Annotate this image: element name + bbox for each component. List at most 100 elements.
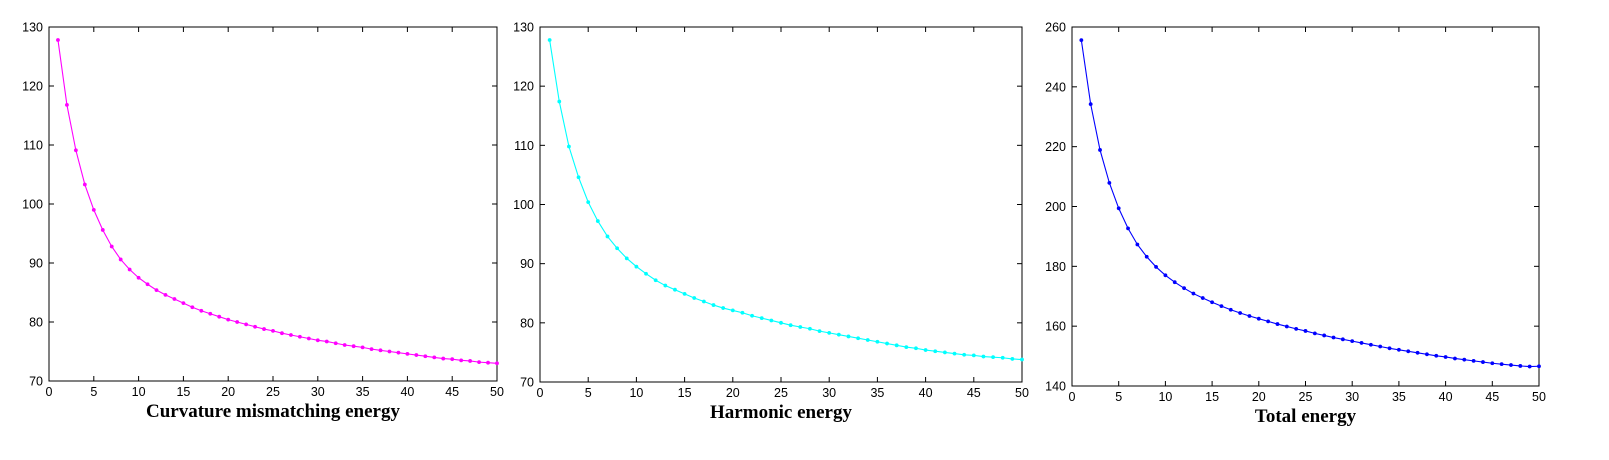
data-point (56, 38, 60, 42)
data-point (808, 326, 812, 331)
x-tick-label: 5 (90, 385, 97, 399)
data-point (271, 328, 275, 333)
data-point (740, 310, 745, 315)
data-point (1107, 180, 1112, 185)
data-point (495, 361, 499, 366)
data-point (1425, 352, 1429, 357)
data-point (605, 234, 610, 239)
data-point (1182, 286, 1186, 291)
x-tick-label: 30 (822, 386, 836, 400)
x-tick-label: 35 (356, 385, 370, 399)
data-point (836, 332, 841, 337)
y-tick-label: 220 (1045, 140, 1066, 154)
x-tick-label: 20 (221, 385, 235, 399)
plot-area (539, 26, 1023, 383)
x-tick-label: 15 (1205, 390, 1219, 404)
x-tick-label: 30 (311, 385, 325, 399)
data-point (856, 336, 861, 341)
data-point (315, 338, 320, 343)
data-point (118, 257, 123, 262)
data-point (199, 308, 204, 313)
data-point (1312, 331, 1317, 336)
data-point (235, 320, 240, 324)
data-point (653, 278, 658, 283)
data-point (942, 350, 947, 355)
data-point (1219, 304, 1224, 309)
x-tick-label: 25 (774, 386, 788, 400)
data-point (262, 327, 266, 331)
x-tick-label: 25 (1299, 390, 1313, 404)
x-tick-label: 40 (919, 386, 933, 400)
x-axis-title: Harmonic energy (710, 402, 852, 423)
data-point (914, 346, 918, 351)
data-point (644, 271, 648, 276)
data-point (1135, 242, 1140, 247)
x-tick-label: 0 (1069, 390, 1076, 404)
x-tick-label: 45 (967, 386, 981, 400)
x-tick-label: 0 (537, 386, 544, 400)
data-point (82, 182, 87, 187)
y-tick-label: 130 (22, 21, 43, 35)
data-point (459, 358, 464, 363)
x-tick-label: 40 (1439, 390, 1453, 404)
data-point (369, 347, 374, 352)
data-point (450, 357, 455, 362)
data-point (1415, 350, 1420, 355)
y-tick-label: 120 (22, 80, 43, 94)
x-tick-label: 0 (46, 385, 53, 399)
x-tick-label: 10 (629, 386, 643, 400)
y-tick-label: 180 (1045, 260, 1066, 274)
data-point (991, 355, 995, 360)
data-point (244, 322, 249, 327)
data-point (1462, 357, 1467, 362)
data-point (1406, 349, 1411, 354)
plot-area (48, 26, 498, 382)
data-point (721, 306, 726, 310)
y-tick-label: 110 (514, 139, 534, 153)
data-point (624, 256, 629, 261)
x-tick-label: 10 (132, 385, 146, 399)
data-point (1098, 148, 1102, 152)
data-point (1275, 322, 1280, 326)
data-point (981, 354, 986, 359)
chart-panel-2: 0 5 10 15 20 25 30 35 40 45 50 70 80 90 100 110 120 130 Ha… (513, 21, 1029, 424)
data-point (378, 348, 383, 353)
data-point (1116, 206, 1121, 211)
data-point (1200, 296, 1205, 300)
data-point (846, 334, 851, 339)
data-point (297, 334, 302, 339)
data-point (280, 331, 284, 336)
x-tick-label: 45 (1485, 390, 1499, 404)
data-point (1247, 314, 1252, 318)
data-point (759, 316, 764, 320)
data-point (933, 349, 938, 354)
chart-panel-1: 0 5 10 15 20 25 30 35 40 45 50 70 80 90 100 110 120 130 Cu… (22, 21, 504, 423)
x-tick-label: 25 (266, 385, 280, 399)
y-tick-label: 90 (29, 257, 43, 271)
data-point (65, 102, 69, 107)
x-axis-title: Curvature mismatching energy (146, 401, 401, 422)
data-point (1284, 324, 1289, 329)
data-point (730, 308, 735, 313)
data-point (414, 353, 419, 357)
y-tick-label: 110 (23, 139, 43, 153)
data-point (798, 325, 803, 329)
data-point (1144, 254, 1149, 259)
data-point (217, 314, 222, 319)
data-point (586, 200, 591, 205)
data-point (405, 351, 410, 356)
data-point (1537, 364, 1541, 369)
data-point (1191, 291, 1196, 296)
data-point (1020, 357, 1024, 362)
data-point (208, 311, 213, 316)
x-tick-label: 5 (585, 386, 592, 400)
data-point (432, 355, 437, 360)
data-point (682, 291, 687, 296)
x-tick-label: 50 (1015, 386, 1029, 400)
data-point (351, 344, 356, 349)
data-point (1000, 355, 1005, 360)
data-point (1172, 280, 1177, 285)
plot-area (1071, 26, 1540, 387)
x-tick-label: 40 (400, 385, 414, 399)
